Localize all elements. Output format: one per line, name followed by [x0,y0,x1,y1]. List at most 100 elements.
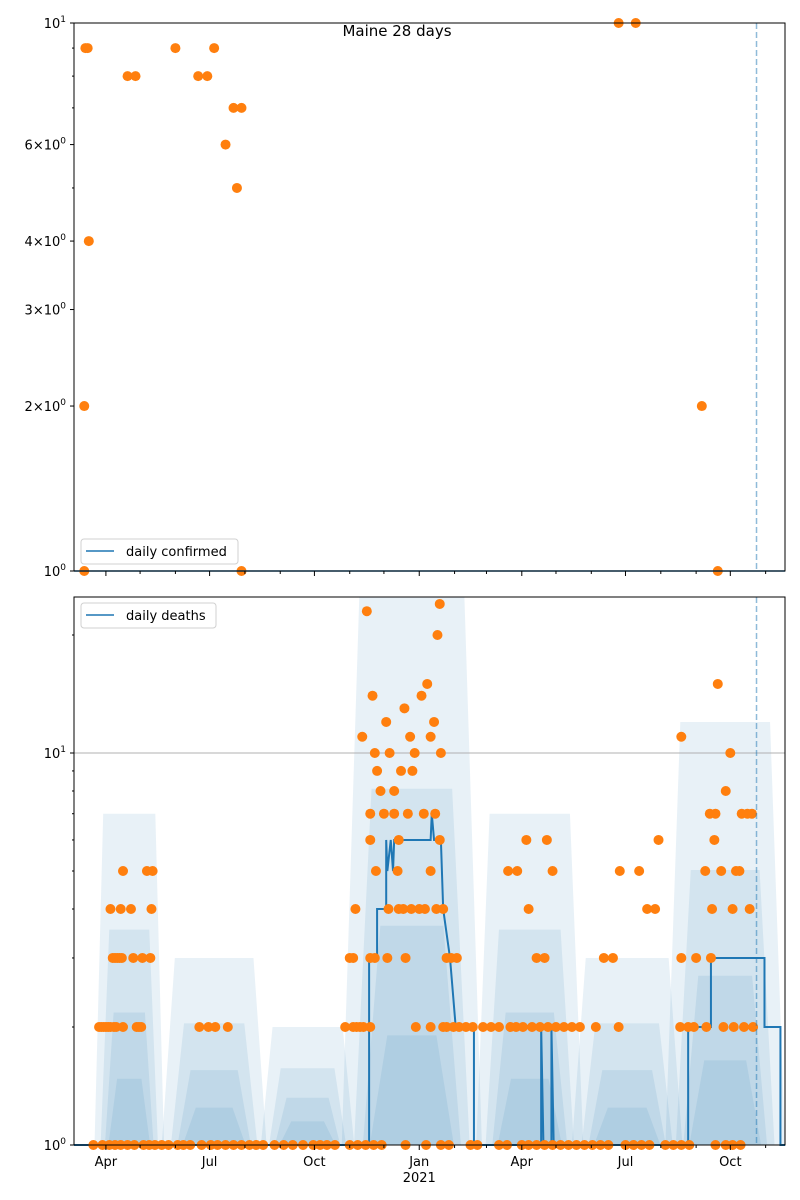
bottom-point [707,903,718,914]
bottom-point [409,747,420,758]
top-point [82,43,93,54]
top-point [220,139,231,150]
bottom-point [728,1021,739,1032]
bottom-point [365,1021,376,1032]
bottom-point [701,1021,712,1032]
top-legend-box [80,538,239,565]
bottom-point [365,808,376,819]
bottom-point [372,765,383,776]
bottom-point [407,765,418,776]
uncertainty-band [675,870,775,1145]
bottom-point [141,866,152,876]
top-x-ticks [105,571,767,576]
bottom-point [613,1021,624,1032]
bottom-points [88,598,759,1150]
top-point [696,401,707,412]
bottom-point [361,606,372,617]
x-tick-label: Oct [719,1155,741,1170]
top-point [202,71,213,82]
bottom-point [675,1021,686,1032]
bottom-point [117,866,128,876]
bottom-point [389,785,400,796]
bottom-point [398,903,409,914]
bottom-point [744,903,755,914]
bottom-point [467,1021,478,1032]
bottom-point [115,903,126,914]
bottom-point [370,866,381,876]
bottom-point [435,747,446,758]
bottom-point [710,808,721,819]
bottom-point [574,1021,585,1032]
uncertainty-band [269,1068,347,1145]
bottom-legend-label: daily deaths [126,609,206,624]
bottom-point [700,866,711,876]
y-tick-label: 2×100 [25,398,67,415]
bottom-point [512,866,523,876]
bottom-point [521,834,532,845]
bottom-point [712,678,723,689]
bottom-point [614,866,625,876]
bottom-point [432,629,443,640]
bottom-point [105,903,116,914]
bottom-point [441,1021,452,1032]
x-tick-label: Jan [408,1155,429,1170]
y-tick-label: 4×100 [25,233,67,250]
bottom-point [382,952,393,963]
bottom-point [746,808,757,819]
bottom-point [367,690,378,701]
bottom-point [429,716,440,727]
uncertainty-band [689,1060,762,1145]
uncertainty-band [354,788,470,1145]
bottom-point [727,903,738,914]
bottom-point [517,1021,528,1032]
bottom-point [393,834,404,845]
y-tick-label: 3×100 [25,302,67,319]
bottom-point [454,1021,465,1032]
bottom-point [425,866,436,876]
uncertainty-band [362,925,461,1145]
bottom-point [431,903,442,914]
uncertainty-band [492,1012,568,1145]
bottom-point [145,952,156,963]
uncertainty-band [182,1107,246,1145]
bottom-point [410,1021,421,1032]
bottom-point [357,731,368,742]
top-point [170,43,181,54]
bottom-point [383,903,394,914]
bottom-point [511,1021,522,1032]
bottom-point [709,834,720,845]
bottom-point [384,747,395,758]
uncertainty-band [665,721,785,1145]
bottom-point [430,808,441,819]
top-point [231,182,242,193]
bottom-point [653,834,664,845]
x-tick-label: Apr [95,1155,118,1170]
bottom-point [369,952,380,963]
bottom-point [392,866,403,876]
uncertainty-band [571,957,683,1145]
bottom-point [543,1021,553,1032]
bottom-point [688,1021,699,1032]
uncertainty-band [161,957,267,1145]
uncertainty-band [279,1121,336,1145]
y-tick-label: 101 [44,745,66,762]
bottom-point [650,903,661,914]
bottom-point [396,765,407,776]
bottom-point [478,1021,489,1032]
bottom-point [566,1021,577,1032]
uncertainty-band [369,1035,454,1145]
bottom-point [416,690,427,701]
bottom-point [718,1021,729,1032]
bottom-point [418,808,429,819]
top-point [228,102,239,113]
bottom-y-ticks: 101 100 [44,634,74,1154]
bottom-point [350,903,361,914]
bottom-point [378,808,389,819]
bottom-legend: daily deaths [80,602,217,629]
bottom-point [539,952,550,963]
bottom-point [125,903,136,914]
uncertainty-band [497,1078,562,1145]
top-point [79,401,90,412]
top-point [122,71,133,82]
